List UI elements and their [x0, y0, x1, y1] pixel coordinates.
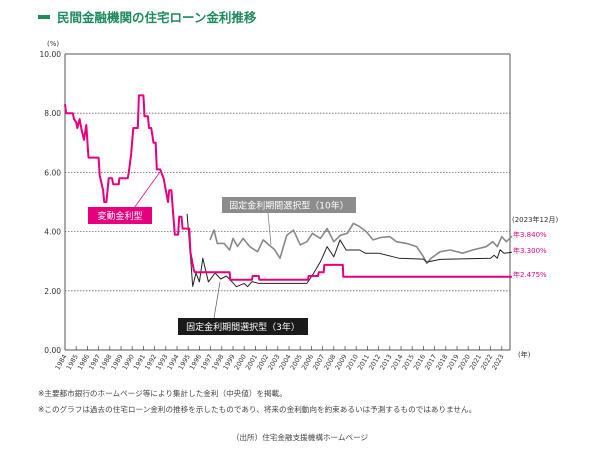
series-label: 固定金利期間選択型（3年）: [186, 321, 300, 333]
chart-title-text: 民間金融機関の住宅ローン金利推移: [57, 10, 257, 25]
series-line-fixed-10yr: [209, 222, 513, 265]
callout-box: [222, 197, 356, 213]
note-1: ※主要都市銀行のホームページ等により集計した金利（中央値）を掲載。: [38, 389, 287, 398]
x-axis-unit: (年): [518, 350, 531, 359]
y-tick-label: 10.00: [40, 50, 62, 59]
series-label: 変動金利型: [97, 210, 142, 222]
callout-box: [88, 207, 152, 224]
x-tick-label: 2023: [490, 353, 505, 371]
title-marker-icon: [38, 14, 50, 19]
rate-chart: 0.002.004.006.008.0010.00(%)198419851986…: [40, 40, 559, 371]
callout-box: [178, 318, 308, 335]
callout-leader-line: [267, 212, 272, 246]
source-note: （出所）住宅金融支援機構ホームページ: [231, 433, 369, 442]
callout-leader-line: [213, 281, 221, 319]
y-tick-label: 4.00: [44, 228, 61, 237]
y-axis-unit: (%): [47, 40, 59, 48]
series-line-fixed-3yr: [186, 213, 512, 288]
series-line-variable: [64, 94, 512, 281]
callout-leader-line: [133, 171, 161, 209]
y-tick-label: 0.00: [44, 346, 61, 355]
note-2: ※このグラフは過去の住宅ローン金利の推移を示したものであり、将来の金利動向を約束…: [38, 405, 477, 414]
y-tick-label: 6.00: [44, 168, 61, 177]
end-date-label: (2023年12月): [512, 215, 558, 224]
y-tick-label: 8.00: [44, 109, 61, 118]
chart-title: 民間金融機関の住宅ローン金利推移: [38, 7, 256, 26]
series-label: 固定金利期間選択型（10年）: [229, 200, 348, 212]
end-value-label: 年3.300%: [513, 246, 547, 255]
end-value-label: 年2.475%: [513, 270, 547, 279]
end-value-label: 年3.840%: [513, 230, 547, 239]
y-tick-label: 2.00: [44, 287, 61, 296]
